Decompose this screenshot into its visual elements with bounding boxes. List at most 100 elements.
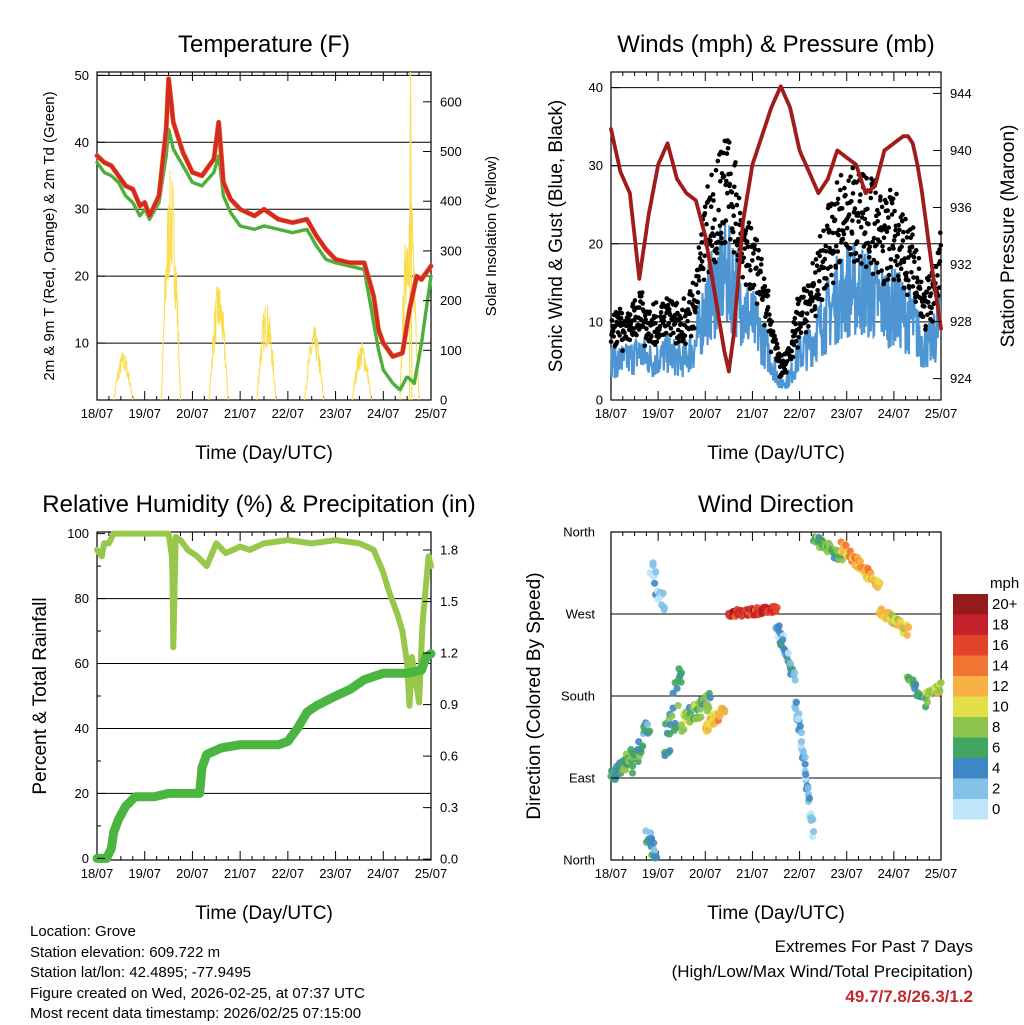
x-tick-label: 22/07 — [272, 866, 305, 881]
chart-title: Wind Direction — [698, 491, 854, 518]
gust-point — [665, 303, 671, 308]
direction-point — [810, 827, 818, 836]
gust-point — [870, 271, 876, 277]
legend-label: 20+ — [992, 596, 1018, 613]
gust-point — [666, 320, 672, 326]
gust-point — [756, 247, 761, 253]
gust-point — [712, 217, 717, 222]
gust-point — [722, 240, 728, 245]
plot-frame-humidity — [96, 531, 432, 861]
speed-legend: mph 20+ 18 16 14 12 10 8 6 4 2 0 — [953, 575, 1019, 820]
gust-point — [625, 318, 630, 324]
gust-point — [888, 257, 894, 262]
gust-point — [896, 222, 901, 228]
recent-timestamp: Most recent data timestamp: 2026/02/25 0… — [30, 1005, 362, 1022]
gust-point — [862, 216, 868, 222]
gust-point — [824, 282, 830, 288]
precip-line — [92, 649, 436, 863]
gust-point — [874, 242, 879, 247]
y2-tick-label: 200 — [440, 293, 462, 308]
gust-point — [702, 204, 708, 210]
gust-point — [902, 285, 907, 291]
legend-label: 12 — [992, 678, 1009, 695]
gust-point — [699, 232, 704, 237]
gust-point — [730, 229, 736, 235]
gust-point — [716, 207, 721, 213]
y2-tick-label: 0.3 — [440, 800, 458, 815]
gust-point — [897, 227, 902, 233]
gust-point — [928, 310, 934, 316]
direction-point — [787, 660, 795, 668]
y-tick-label: 60 — [75, 656, 89, 671]
gust-point — [926, 285, 932, 291]
gust-point — [689, 293, 695, 298]
gust-point — [854, 239, 860, 244]
insolation-day-trace — [208, 285, 229, 401]
gust-point — [846, 178, 851, 184]
x-tick-label: 21/07 — [736, 406, 769, 421]
legend-label: 0 — [992, 801, 1000, 818]
gust-point — [842, 185, 847, 191]
legend-swatch — [953, 799, 988, 820]
gust-point — [836, 227, 842, 233]
x-tick-label: 24/07 — [367, 406, 400, 421]
legend-title: mph — [990, 575, 1019, 592]
gust-point — [892, 208, 897, 214]
direction-point — [680, 726, 688, 734]
gust-point — [885, 277, 891, 282]
gust-point — [710, 225, 715, 231]
gust-point — [687, 311, 693, 317]
gust-point — [730, 204, 736, 210]
insolation-day-trace — [304, 325, 325, 401]
gust-point — [806, 324, 811, 329]
y-tick-label: 50 — [75, 68, 89, 83]
gust-point — [826, 228, 832, 233]
gust-point — [803, 330, 809, 335]
legend-swatch — [953, 778, 988, 799]
gust-point — [711, 198, 716, 203]
y-axis-label: Direction (Colored By Speed) — [524, 572, 545, 819]
direction-point — [629, 762, 637, 770]
y-tick-label: 20 — [589, 236, 603, 251]
gust-point — [900, 212, 905, 217]
gust-point — [887, 187, 893, 193]
gust-point — [634, 332, 639, 338]
legend-swatch — [953, 655, 988, 676]
gust-point — [882, 223, 887, 228]
y2-tick-label: 932 — [950, 257, 972, 272]
gust-point — [878, 198, 883, 203]
gust-point — [719, 235, 724, 241]
gust-point — [833, 265, 839, 270]
gust-point — [678, 316, 684, 321]
gust-point — [857, 199, 863, 204]
direction-point — [809, 815, 817, 824]
gust-point — [723, 182, 728, 188]
gust-point — [627, 312, 633, 317]
gust-point — [610, 329, 616, 334]
legend-label: 2 — [992, 781, 1000, 798]
gust-point — [695, 290, 701, 295]
y-tick-label: 10 — [75, 336, 89, 351]
gust-point — [902, 256, 907, 261]
gust-point — [838, 187, 843, 193]
gust-point — [653, 320, 658, 326]
gust-point — [821, 265, 827, 271]
x-tick-label: 20/07 — [689, 406, 722, 421]
gust-point — [813, 270, 818, 275]
gust-point — [876, 211, 882, 216]
wind-gust-series — [608, 138, 944, 380]
gust-point — [871, 257, 877, 263]
x-tick-label: 22/07 — [783, 866, 816, 881]
temp-2m-line — [95, 76, 433, 359]
gust-point — [798, 330, 804, 335]
gust-point — [910, 232, 915, 237]
gust-point — [884, 229, 890, 234]
gust-point — [754, 301, 760, 307]
gust-point — [823, 249, 829, 254]
y2-tick-label: 0.6 — [440, 749, 458, 764]
station-elevation: Station elevation: 609.722 m — [30, 943, 221, 961]
chart-title: Temperature (F) — [178, 31, 350, 58]
x-axis-label: Time (Day/UTC) — [707, 443, 845, 464]
insolation-day-trace — [351, 341, 372, 401]
gust-point — [736, 195, 742, 201]
